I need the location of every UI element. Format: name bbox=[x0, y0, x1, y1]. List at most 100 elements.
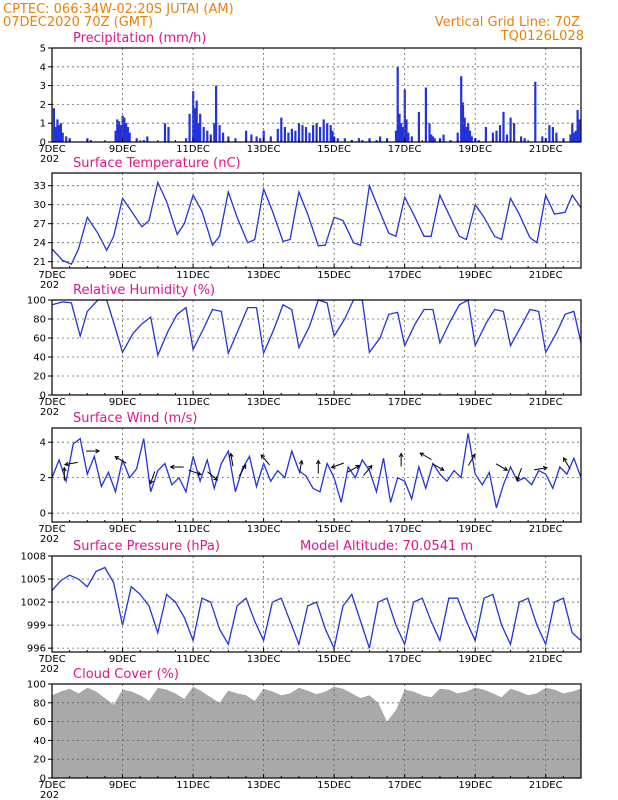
precip-bar bbox=[188, 113, 191, 142]
temperature-x-tick-label: 11DEC bbox=[176, 270, 210, 281]
precip-bar bbox=[234, 138, 237, 142]
humidity-y-tick-label: 0 bbox=[40, 391, 46, 402]
precip-bar bbox=[215, 85, 218, 142]
wind-title: Surface Wind (m/s) bbox=[73, 411, 197, 426]
precip-bar bbox=[301, 125, 304, 142]
precip-bar bbox=[379, 136, 382, 142]
precip-bar bbox=[56, 119, 59, 142]
pressure-x-tick-label: 11DEC bbox=[176, 654, 210, 665]
precip-bar bbox=[502, 111, 505, 142]
precip-bar bbox=[319, 127, 322, 142]
wind-x-tick-label: 9DEC bbox=[109, 524, 136, 535]
humidity-x-tick-label: 9DEC bbox=[109, 397, 136, 408]
precip-bar bbox=[262, 130, 265, 142]
precip-bar bbox=[394, 130, 398, 142]
precip-bar bbox=[428, 123, 431, 142]
cloud-cover-panel: 0 20 40 60 80 100 7DEC 9DEC 11DEC 13DEC 15DEC 17DEC… bbox=[27, 667, 582, 800]
wind-arrow bbox=[330, 462, 344, 469]
precip-bar bbox=[548, 125, 551, 142]
precip-bar bbox=[578, 119, 581, 142]
precip-bar bbox=[417, 111, 420, 142]
temperature-y-tick-label: 33 bbox=[33, 181, 46, 192]
precip-bar bbox=[555, 132, 558, 142]
pressure-y-tick-label: 996 bbox=[27, 644, 46, 655]
cloud-cover-y-tick-label: 60 bbox=[33, 717, 46, 728]
precip-bar bbox=[398, 113, 401, 142]
precip-bar bbox=[52, 108, 55, 142]
pressure-y-tick-label: 1008 bbox=[21, 552, 46, 563]
precip-bar bbox=[491, 132, 494, 142]
precip-bar bbox=[498, 125, 502, 142]
precip-bar bbox=[569, 134, 572, 142]
cloud-cover-y-tick-label: 0 bbox=[40, 774, 46, 785]
precip-bar bbox=[509, 117, 512, 142]
precip-bar bbox=[401, 127, 405, 142]
precip-bar bbox=[424, 87, 427, 142]
humidity-x-tick-label: 17DEC bbox=[388, 397, 422, 408]
pressure-x-tick-label: 21DEC bbox=[529, 654, 563, 665]
cloud-cover-x-tick-label: 7DEC bbox=[38, 780, 65, 791]
precipitation-panel: 0 1 2 3 4 5 7DEC 9DEC 11DEC 13DEC 15DEC 17DEC 19DEC 2… bbox=[38, 31, 582, 165]
pressure-y-tick-label: 999 bbox=[27, 621, 46, 632]
precip-bar bbox=[449, 140, 452, 142]
precip-bar bbox=[467, 123, 470, 142]
precipitation-year-label: 202 bbox=[40, 154, 59, 165]
precipitation-x-tick-label: 7DEC bbox=[38, 144, 65, 155]
precip-bar bbox=[294, 130, 297, 142]
precip-bar bbox=[461, 102, 465, 142]
precip-bar bbox=[118, 121, 121, 142]
precipitation-x-tick-label: 17DEC bbox=[388, 144, 422, 155]
pressure-x-tick-label: 19DEC bbox=[458, 654, 492, 665]
precip-bar bbox=[222, 132, 225, 142]
precip-bar bbox=[142, 140, 145, 142]
precip-bar bbox=[505, 134, 509, 142]
precip-bar bbox=[431, 136, 435, 142]
wind-arrow bbox=[228, 452, 234, 467]
wind-arrow bbox=[149, 471, 156, 485]
wind-x-tick-label: 7DEC bbox=[38, 524, 65, 535]
cloud-cover-y-tick-label: 100 bbox=[27, 680, 46, 691]
precip-bar bbox=[135, 138, 138, 142]
temperature-y-tick-label: 24 bbox=[33, 238, 46, 249]
precip-bar bbox=[326, 123, 329, 142]
wind-arrow bbox=[563, 456, 571, 470]
precipitation-x-tick-label: 15DEC bbox=[317, 144, 351, 155]
precip-bar bbox=[405, 119, 408, 142]
precip-bar bbox=[463, 117, 466, 142]
precipitation-title: Precipitation (mm/h) bbox=[73, 31, 206, 46]
humidity-x-tick-label: 21DEC bbox=[529, 397, 563, 408]
temperature-x-tick-label: 7DEC bbox=[38, 270, 65, 281]
wind-arrow bbox=[238, 464, 247, 477]
pressure-x-tick-label: 9DEC bbox=[109, 654, 136, 665]
precipitation-y-tick-label: 5 bbox=[40, 44, 46, 55]
wind-line bbox=[51, 433, 582, 508]
precipitation-y-tick-label: 0 bbox=[40, 138, 46, 149]
temperature-x-tick-label: 17DEC bbox=[388, 270, 422, 281]
precip-bar bbox=[276, 128, 279, 142]
humidity-panel: 0 20 40 60 80 100 7DEC 9DEC 11DEC 13DEC 15DEC 17DEC… bbox=[27, 283, 582, 418]
wind-arrow bbox=[61, 466, 67, 481]
precip-bar bbox=[520, 136, 523, 142]
temperature-y-tick-label: 30 bbox=[33, 200, 46, 211]
precip-bar bbox=[442, 134, 445, 142]
pressure-line bbox=[51, 566, 582, 651]
precip-bar bbox=[312, 125, 315, 142]
precip-bar bbox=[290, 128, 293, 142]
wind-arrow bbox=[347, 465, 361, 473]
precip-bar bbox=[468, 130, 472, 142]
wind-arrow bbox=[432, 463, 445, 471]
precip-bar bbox=[283, 127, 286, 142]
cloud-cover-x-tick-label: 21DEC bbox=[529, 780, 563, 791]
precip-bar bbox=[167, 127, 170, 142]
cloud-cover-title: Cloud Cover (%) bbox=[73, 667, 179, 682]
precip-bar bbox=[269, 136, 272, 142]
precip-bar bbox=[146, 136, 149, 142]
precip-bar bbox=[163, 123, 167, 142]
precip-bar bbox=[65, 136, 68, 142]
wind-arrow bbox=[419, 452, 432, 461]
precipitation-y-tick-label: 4 bbox=[40, 62, 46, 73]
wind-arrow bbox=[298, 459, 304, 474]
precip-bar bbox=[322, 119, 325, 142]
precip-bar bbox=[315, 123, 318, 142]
